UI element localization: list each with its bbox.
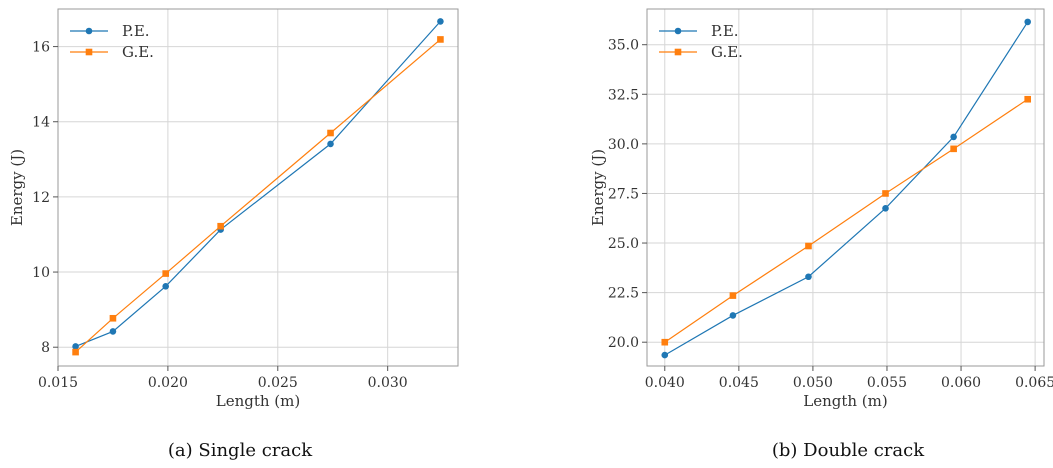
y-tick-label: 14 (32, 115, 50, 131)
data-point-ge (950, 145, 957, 153)
y-tick-label: 25.0 (608, 236, 639, 252)
data-point-pe (805, 273, 812, 281)
data-point-ge (882, 190, 889, 197)
y-tick-label: 32.5 (608, 87, 639, 103)
x-tick-label: 0.040 (645, 375, 685, 391)
y-tick-label: 20.0 (608, 335, 639, 351)
y-tick-label: 16 (32, 40, 50, 56)
chart-panel-double-crack: 0.040 0.045 0.050 0.055 0.060 0.065 20.0 22.5 25… (560, 0, 1053, 468)
legend-marker-ge (674, 48, 682, 56)
data-point-pe (72, 343, 79, 350)
y-tick-label: 30.0 (608, 137, 639, 153)
data-point-pe (437, 18, 444, 25)
plot-frame (57, 8, 459, 367)
y-tick-label: 10 (32, 265, 50, 281)
y-tick-label: 12 (32, 190, 50, 206)
plot-frame (646, 8, 1045, 367)
legend-label: P.E. (122, 22, 150, 40)
data-point-ge (661, 338, 669, 346)
y-tick-label: 22.5 (608, 286, 639, 302)
data-point-pe (162, 283, 169, 290)
data-point-ge (1024, 95, 1032, 103)
x-axis-label: Length (m) (803, 392, 888, 410)
x-tick-label: 0.060 (941, 375, 981, 391)
data-point-pe (661, 351, 669, 359)
data-point-ge (729, 292, 737, 299)
y-tick-label: 8 (41, 340, 50, 356)
data-point-ge (327, 129, 334, 137)
data-point-ge (162, 270, 169, 277)
x-tick-label: 0.050 (793, 375, 833, 391)
data-point-pe (729, 312, 737, 319)
data-point-ge (437, 36, 444, 43)
y-tick-label: 35.0 (608, 38, 639, 54)
legend-marker-pe (674, 27, 682, 35)
legend-label: P.E. (711, 22, 739, 40)
caption-double-crack: (b) Double crack (771, 440, 925, 461)
x-axis-label: Length (m) (216, 392, 301, 410)
data-point-pe (950, 133, 957, 141)
data-point-pe (882, 205, 889, 212)
data-point-pe (327, 140, 334, 148)
x-tick-label: 0.065 (1015, 375, 1053, 391)
data-point-pe (1024, 18, 1032, 26)
legend-marker-pe (85, 27, 93, 35)
series-line-ge (664, 98, 1029, 343)
series-line-pe (75, 21, 441, 348)
chart-panel-single-crack: 0.015 0.020 0.025 0.030 8 10 12 14 16 Length (m) E… (0, 0, 520, 468)
data-point-ge (217, 222, 224, 230)
x-tick-label: 0.055 (867, 375, 907, 391)
series-line-ge (75, 38, 441, 353)
y-tick-label: 27.5 (608, 186, 639, 202)
x-tick-label: 0.015 (38, 375, 78, 391)
double-crack-chart: 0.040 0.045 0.050 0.055 0.060 0.065 20.0 22.5 25… (589, 8, 1053, 410)
legend-marker-ge (85, 48, 93, 56)
series-line-pe (664, 21, 1029, 356)
data-point-ge (805, 242, 812, 250)
x-tick-label: 0.045 (719, 375, 759, 391)
x-tick-label: 0.025 (258, 375, 298, 391)
data-point-ge (72, 348, 79, 356)
x-tick-label: 0.020 (148, 375, 188, 391)
legend-label: G.E. (711, 43, 743, 61)
data-point-ge (109, 314, 117, 322)
caption-single-crack: (a) Single crack (167, 440, 313, 461)
legend-label: G.E. (122, 43, 154, 61)
y-axis-label: Energy (J) (8, 149, 26, 226)
data-point-pe (109, 328, 117, 335)
y-axis-label: Energy (J) (589, 149, 607, 226)
x-tick-label: 0.030 (368, 375, 408, 391)
single-crack-chart: 0.015 0.020 0.025 0.030 8 10 12 14 16 Length (m) E… (8, 8, 459, 410)
